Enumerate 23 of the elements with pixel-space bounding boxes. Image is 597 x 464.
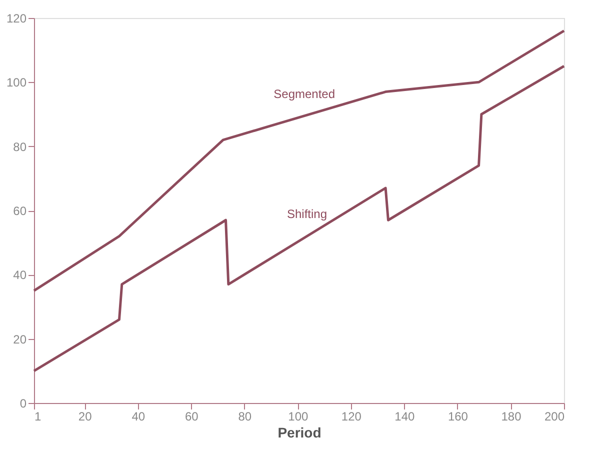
y-tick-label: 60 <box>13 204 27 218</box>
line-series <box>32 64 566 372</box>
x-tick-label: 200 <box>544 410 565 424</box>
series-label: Segmented <box>274 86 336 101</box>
x-tick-label: 120 <box>341 410 362 424</box>
y-tick-label: 120 <box>6 12 27 26</box>
y-tick-label: 80 <box>13 140 27 154</box>
y-tick-label: 20 <box>13 332 27 346</box>
series-label: Shifting <box>286 207 328 222</box>
y-tick-label: 40 <box>13 268 27 282</box>
x-tick-label: 140 <box>394 410 416 424</box>
x-tick-label: 40 <box>132 410 146 424</box>
x-tick-label: 20 <box>78 410 92 424</box>
x-tick-label: 180 <box>501 410 522 424</box>
x-tick-label: 60 <box>184 410 199 424</box>
x-tick-label: 160 <box>448 410 468 424</box>
x-tick-label: 80 <box>238 410 252 424</box>
x-axis-title: Period <box>278 424 322 440</box>
y-tick-label: 100 <box>6 76 27 90</box>
line-series <box>32 30 566 292</box>
x-tick-label: 100 <box>288 410 308 424</box>
y-tick-label: 0 <box>20 396 27 410</box>
x-tick-label: 1 <box>34 410 42 424</box>
